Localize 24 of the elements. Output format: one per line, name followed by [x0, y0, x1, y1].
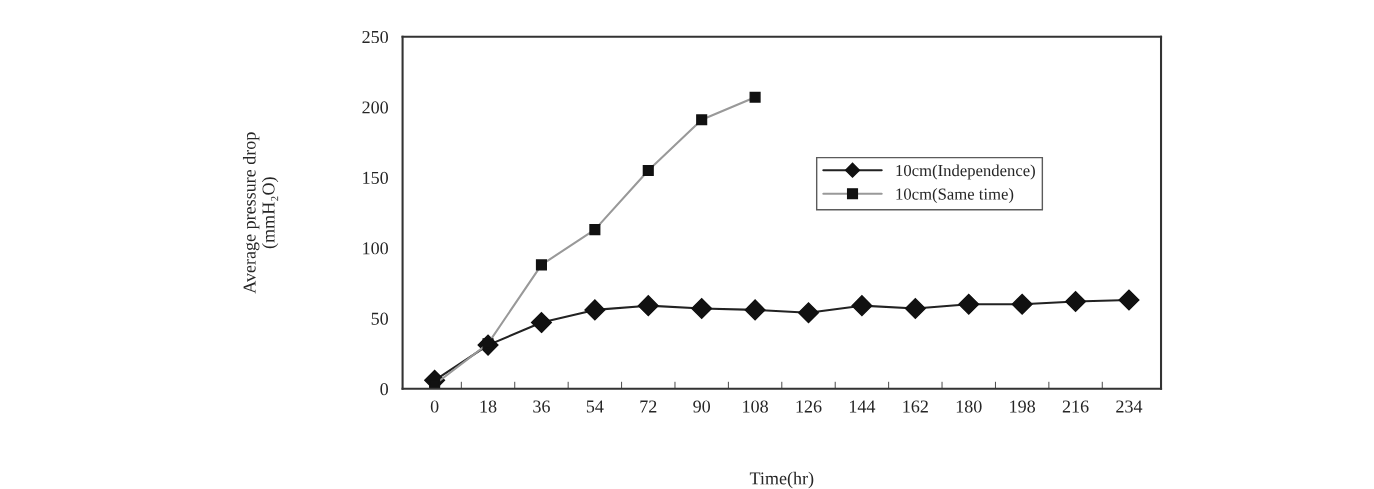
y-axis-title: Average pressure drop (mmH₂O)	[242, 132, 279, 294]
legend-label: 10cm(Independence)	[896, 164, 1035, 180]
x-tick-label: 54	[586, 400, 604, 413]
y-tick-label: 100	[363, 242, 388, 255]
x-tick-label: 108	[743, 400, 768, 413]
legend-label: 10cm(Same time)	[896, 187, 1014, 204]
x-tick-label: 72	[640, 400, 657, 413]
y-tick-label: 50	[371, 312, 388, 325]
x-tick-label: 234	[1116, 400, 1143, 413]
x-tick-label: 144	[849, 400, 876, 413]
x-tick-label: 180	[956, 400, 982, 413]
y-tick-label: 250	[362, 30, 388, 44]
x-tick-label: 126	[796, 400, 822, 413]
x-axis-title: Time(hr)	[749, 471, 814, 489]
y-tick-label: 150	[363, 171, 388, 184]
x-tick-label: 0	[430, 400, 439, 413]
x-tick-label: 162	[903, 400, 928, 413]
x-tick-label: 90	[693, 400, 711, 413]
x-tick-label: 36	[533, 400, 550, 413]
x-tick-label: 198	[1010, 400, 1036, 413]
x-tick-label: 18	[480, 400, 497, 413]
x-tick-label: 216	[1062, 400, 1089, 413]
y-tick-label: 200	[362, 101, 388, 114]
y-tick-label: 0	[380, 383, 388, 396]
